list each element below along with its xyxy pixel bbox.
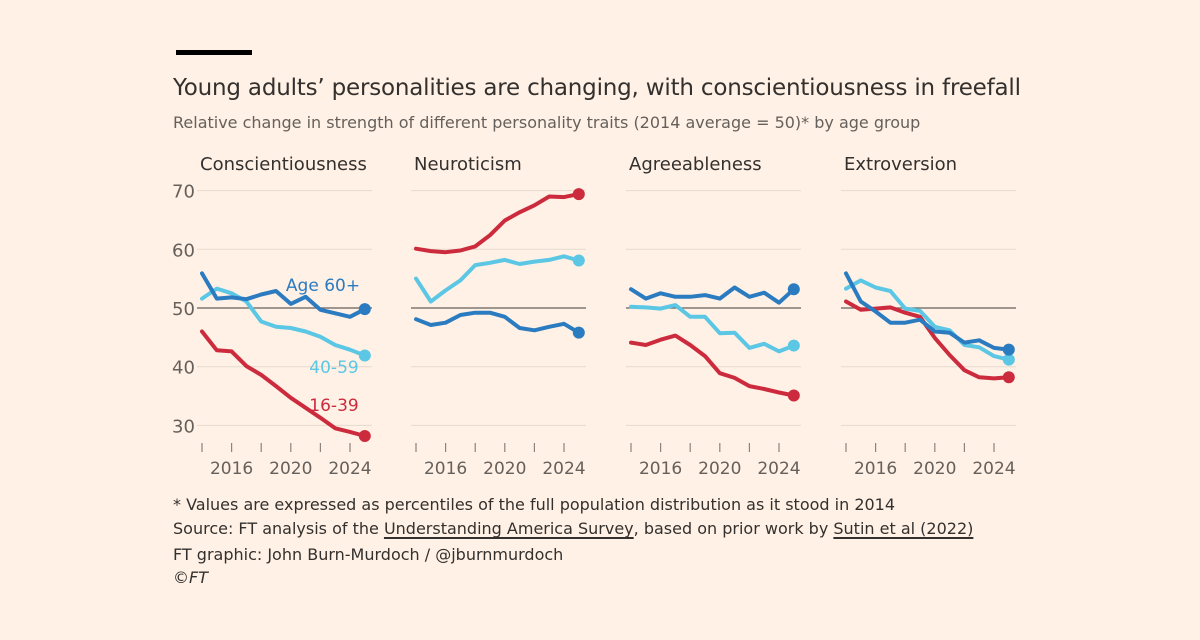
source-mid: , based on prior work by — [633, 519, 834, 538]
x-tick-label: 2024 — [542, 459, 585, 479]
source-line: Source: FT analysis of the Understanding… — [173, 519, 973, 538]
x-tick-label: 2020 — [698, 459, 741, 479]
panel-conscientiousness: Conscientiousness 30 40 50 60 70 2016 2020 2024 — [172, 154, 372, 479]
panel-title: Agreeableness — [629, 154, 762, 175]
series-end-dot — [572, 326, 585, 339]
series-end-dot — [787, 283, 800, 296]
series-label: 40-59 — [309, 358, 358, 378]
series-end-dot — [1002, 371, 1015, 384]
series-end-dot — [1002, 343, 1015, 356]
panel-agreeableness: Agreeableness 2016 2020 2024 — [626, 154, 801, 479]
y-tick-label: 70 — [172, 182, 195, 203]
x-tick-label: 2020 — [269, 459, 312, 479]
panel-extroversion: Extroversion 2016 2020 2024 — [841, 154, 1016, 479]
series-end-dot — [358, 349, 371, 362]
ft-brand-bar — [176, 50, 252, 55]
series-end-dot — [358, 429, 371, 442]
footnote: * Values are expressed as percentiles of… — [173, 495, 896, 514]
panel-title: Extroversion — [844, 154, 957, 175]
series-line-40-59 — [414, 254, 581, 304]
credit-line: FT graphic: John Burn-Murdoch / @jburnmu… — [173, 545, 564, 564]
source-link-uas[interactable]: Understanding America Survey — [383, 519, 634, 538]
series-end-dot — [572, 254, 585, 267]
y-tick-label: 50 — [172, 299, 195, 320]
x-tick-label: 2016 — [210, 459, 253, 479]
x-tick-label: 2016 — [854, 459, 897, 479]
x-tick-label: 2016 — [639, 459, 682, 479]
panel-title: Conscientiousness — [200, 154, 367, 175]
series-end-dot — [787, 389, 800, 402]
panel-title: Neuroticism — [414, 154, 522, 175]
x-tick-label: 2020 — [483, 459, 526, 479]
copyright: ©FT — [173, 568, 208, 587]
series-end-dot — [787, 339, 800, 352]
y-tick-label: 60 — [172, 240, 195, 261]
series-line-16-39 — [629, 333, 796, 398]
series-end-dot — [358, 303, 371, 316]
series-end-dot — [1002, 353, 1015, 366]
y-tick-label: 30 — [172, 416, 195, 437]
series-label: 16-39 — [309, 396, 358, 416]
series-line-16-39 — [414, 192, 581, 255]
source-link-sutin[interactable]: Sutin et al (2022) — [833, 519, 974, 538]
series-line-age60 — [629, 285, 796, 305]
series-line-age60 — [200, 271, 367, 319]
series-line-40-59 — [629, 303, 796, 354]
x-tick-label: 2024 — [972, 459, 1015, 479]
x-tick-label: 2016 — [424, 459, 467, 479]
series-label: Age 60+ — [286, 276, 360, 296]
series-line-age60 — [414, 310, 581, 335]
series-line-16-39 — [200, 329, 367, 438]
chart-title: Young adults’ personalities are changing… — [173, 75, 1021, 101]
chart-subtitle: Relative change in strength of different… — [173, 113, 921, 132]
series-line-age60 — [844, 271, 1011, 352]
x-tick-label: 2024 — [328, 459, 371, 479]
x-tick-label: 2020 — [913, 459, 956, 479]
series-line-40-59 — [844, 278, 1011, 362]
series-end-dot — [572, 188, 585, 201]
series-line-40-59 — [200, 286, 367, 358]
y-tick-label: 40 — [172, 358, 195, 379]
source-prefix: Source: FT analysis of the — [173, 519, 384, 538]
panel-neuroticism: Neuroticism 2016 2020 2024 — [411, 154, 586, 479]
x-tick-label: 2024 — [757, 459, 800, 479]
